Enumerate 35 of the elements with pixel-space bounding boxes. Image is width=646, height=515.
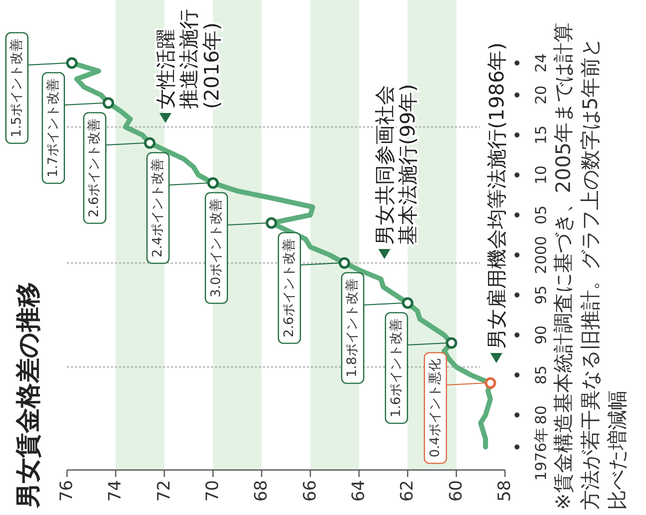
x-tick-label: 72 [154, 480, 174, 502]
y-tick-label: 95 [532, 285, 550, 305]
annotation: 2.6ポイント改善 [280, 238, 297, 338]
annotation: 1.8ポイント改善 [344, 278, 360, 378]
ref-line-label: 女性活躍推進法施行(2016年) [153, 9, 224, 109]
text: 男女賃金格差の推移 [14, 282, 42, 509]
annotation: 2.4ポイント改善 [150, 158, 166, 258]
annotation: 0.4ポイント悪化 [428, 358, 443, 458]
x-tick-label: 68 [252, 480, 272, 502]
x-tick-label: 64 [349, 480, 369, 502]
y-tick-label: 85 [532, 365, 550, 385]
x-tick-label: 62 [398, 480, 418, 502]
y-tick-label: 80 [532, 405, 550, 425]
y-tick-label: 10 [532, 165, 550, 185]
annotation: 1.6ポイント改善 [388, 318, 404, 418]
annotation: 1.5ポイント改善 [8, 38, 24, 138]
x-tick-label: 58 [495, 480, 515, 502]
x-tick-label: 70 [203, 480, 223, 502]
ref-line-label: 男女共同参画社会基本法施行(99年) [372, 84, 420, 245]
y-tick-label: 2000 [532, 236, 550, 274]
y-tick-label: 1976年 [532, 428, 550, 481]
ref-line-label: 男女雇用機会均等法施行(1986年) [484, 42, 508, 349]
y-tick-label: 15 [532, 125, 550, 145]
annotation: 3.0ポイント改善 [208, 198, 224, 298]
x-tick-label: 66 [300, 480, 320, 502]
y-tick-label: 90 [532, 325, 550, 345]
y-tick-label: 24 [532, 53, 550, 73]
annotation: 2.6ポイント改善 [86, 118, 102, 218]
x-tick-label: 74 [106, 480, 126, 502]
annotation: 1.7ポイント改善 [44, 78, 61, 178]
y-tick-label: 20 [532, 85, 550, 105]
text: ※賃金構造基本統計調査に基づき、2005年までは計算方法が若干異なる旧推計。グラフ上の数字は5年前と比べた増減幅 [551, 22, 629, 510]
x-tick-label: 60 [446, 480, 466, 502]
y-tick-label: 05 [532, 205, 550, 225]
x-tick-label: 76 [57, 480, 77, 502]
